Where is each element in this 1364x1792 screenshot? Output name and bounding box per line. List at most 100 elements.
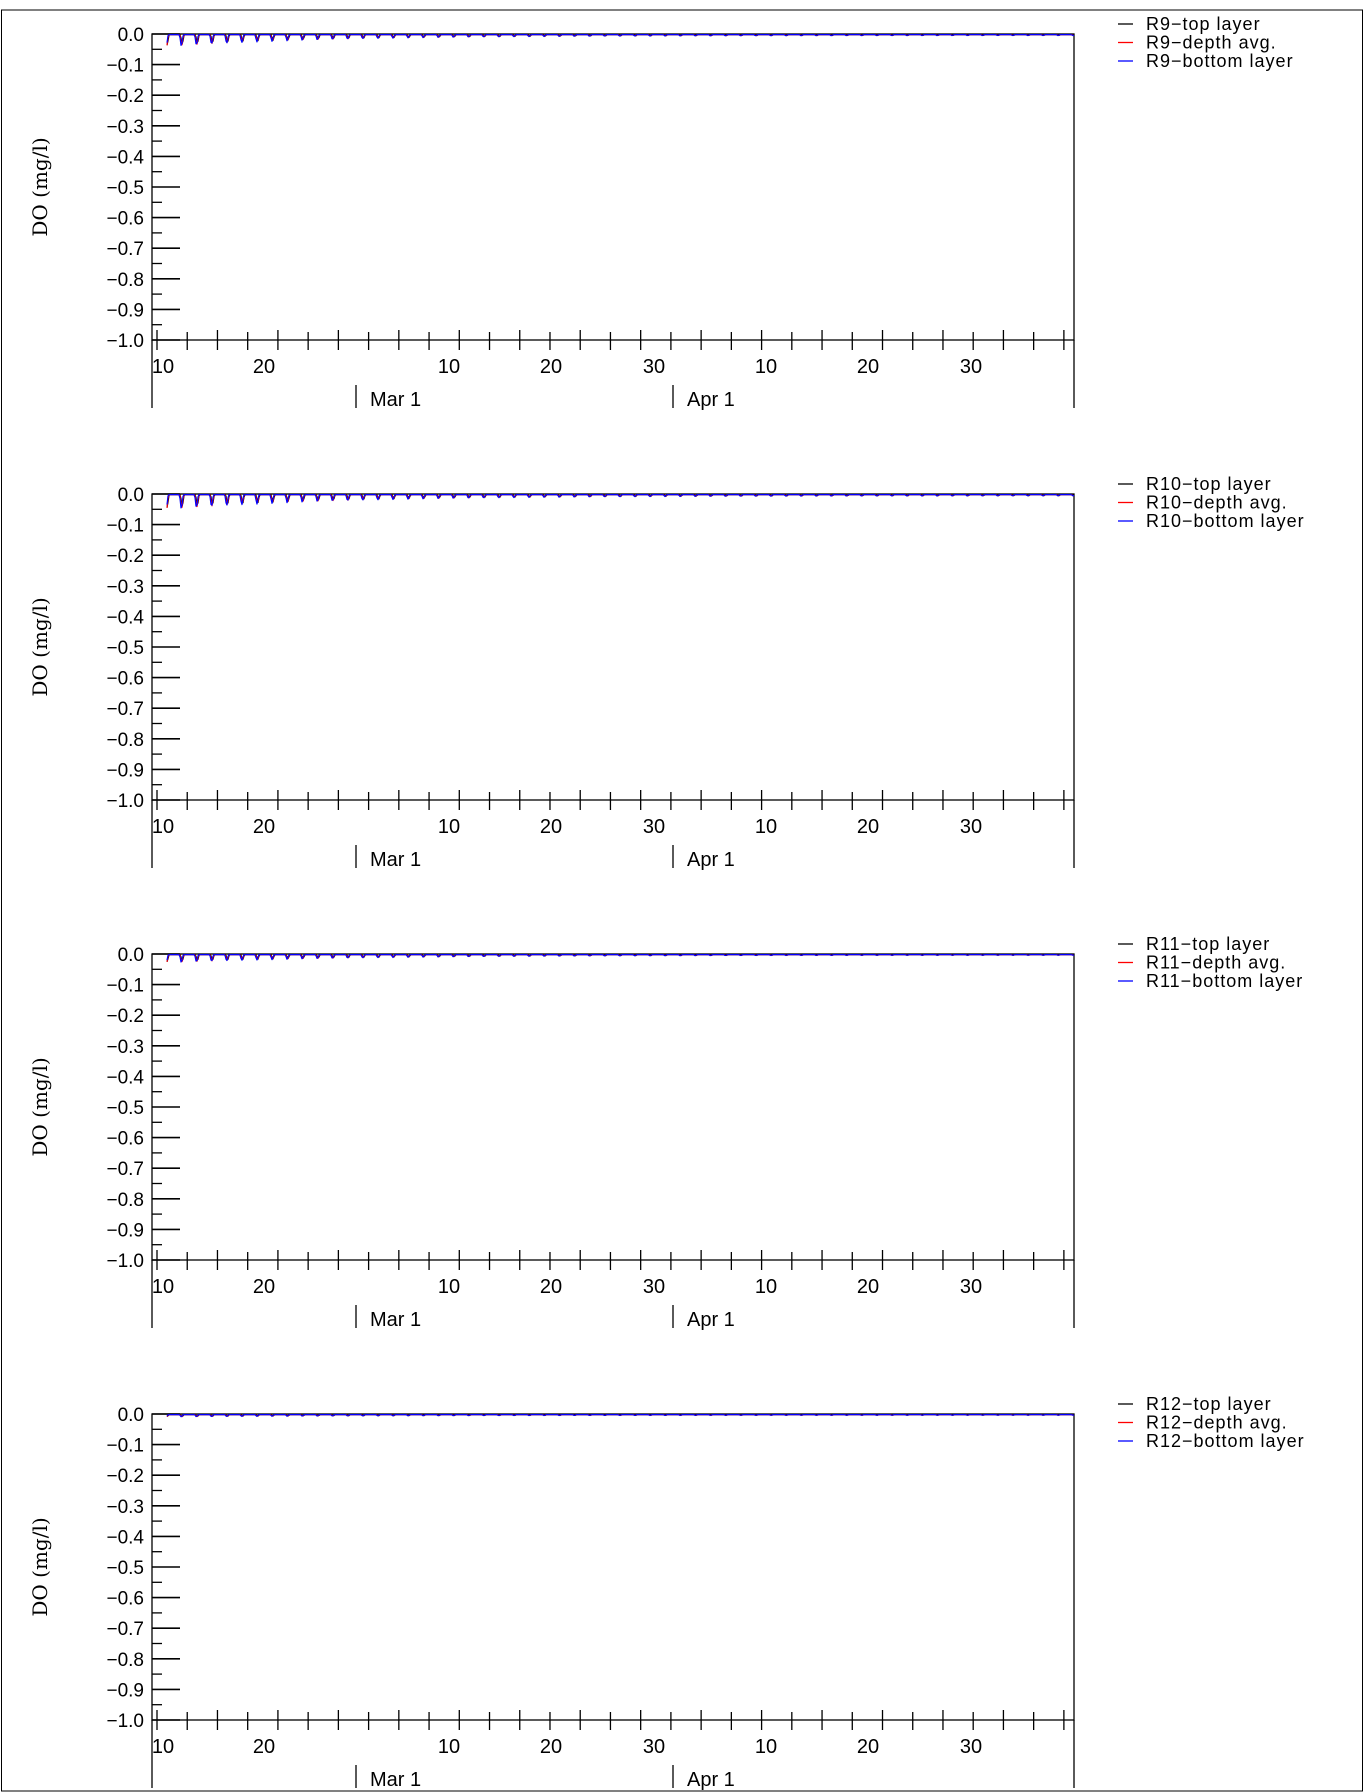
y-tick-label: 0.0	[118, 485, 144, 506]
figure-frame	[1, 9, 1363, 1792]
x-tick-label: 10	[755, 816, 777, 838]
chart-panel: 0.0 −0.1 −0.2 −0.3 −0.4 −0.5 −0.6 −0.7 −0.8 −0.9 −…	[28, 934, 1302, 1331]
y-tick-label: −0.2	[106, 1006, 144, 1027]
x-tick-label: 10	[438, 1276, 460, 1298]
x-tick-label: 10	[755, 1276, 777, 1298]
chart-panel: 0.0 −0.1 −0.2 −0.3 −0.4 −0.5 −0.6 −0.7 −0.8 −0.9 −…	[28, 474, 1305, 871]
x-tick-label: 30	[643, 1736, 665, 1758]
y-axis-label: DO (mg/l)	[28, 597, 52, 696]
chart-panel: 0.0 −0.1 −0.2 −0.3 −0.4 −0.5 −0.6 −0.7 −0.8 −0.9 −…	[28, 14, 1294, 411]
y-tick-label: −0.1	[106, 56, 144, 77]
y-tick-label: −0.2	[106, 546, 144, 567]
legend-label: R9−top layer	[1146, 14, 1261, 34]
y-tick-label: −0.9	[106, 760, 144, 781]
y-tick-label: −0.9	[106, 1680, 144, 1701]
y-tick-label: −0.6	[106, 209, 144, 230]
y-tick-label: −0.1	[106, 516, 144, 537]
y-tick-label: −0.3	[106, 1037, 144, 1058]
y-tick-label: −0.5	[106, 1098, 144, 1119]
y-tick-label: −0.7	[106, 1619, 144, 1640]
x-tick-label: 10	[152, 816, 174, 838]
x-tick-label: 10	[438, 816, 460, 838]
x-tick-label: 10	[438, 356, 460, 378]
month-label: Apr 1	[687, 1769, 735, 1791]
y-axis-label: DO (mg/l)	[28, 1517, 52, 1616]
y-tick-label: 0.0	[118, 25, 144, 46]
x-tick-label: 20	[253, 356, 275, 378]
x-tick-label: 10	[152, 1276, 174, 1298]
plot-area	[151, 953, 1075, 1261]
y-tick-label: −0.9	[106, 1220, 144, 1241]
y-tick-label: −0.3	[106, 117, 144, 138]
series-line	[166, 34, 1075, 46]
y-tick-label: −0.6	[106, 669, 144, 690]
y-tick-label: −1.0	[106, 1251, 144, 1272]
y-tick-label: −0.1	[106, 976, 144, 997]
y-tick-label: −0.7	[106, 1159, 144, 1180]
y-tick-label: −0.7	[106, 239, 144, 260]
legend-label: R10−bottom layer	[1146, 511, 1305, 531]
legend-label: R11−top layer	[1146, 934, 1270, 954]
month-label: Mar 1	[370, 389, 421, 411]
y-tick-label: −0.4	[106, 1067, 144, 1088]
y-tick-label: −1.0	[106, 791, 144, 812]
legend-label: R12−top layer	[1146, 1394, 1272, 1414]
y-tick-label: −0.3	[106, 1497, 144, 1518]
y-tick-label: −0.8	[106, 270, 144, 291]
y-tick-label: −0.2	[106, 1466, 144, 1487]
plot-area	[151, 493, 1075, 801]
month-label: Mar 1	[370, 1769, 421, 1791]
legend-label: R9−depth avg.	[1146, 33, 1277, 53]
y-tick-label: −0.7	[106, 699, 144, 720]
y-tick-label: −0.9	[106, 300, 144, 321]
y-tick-label: −0.3	[106, 577, 144, 598]
y-axis-label: DO (mg/l)	[28, 1057, 52, 1156]
series-line	[166, 1414, 1075, 1418]
month-label: Apr 1	[687, 389, 735, 411]
x-tick-label: 30	[643, 356, 665, 378]
x-tick-label: 20	[857, 356, 879, 378]
y-tick-label: −0.8	[106, 730, 144, 751]
x-tick-label: 30	[643, 1276, 665, 1298]
legend-label: R9−bottom layer	[1146, 51, 1294, 71]
y-axis-label: DO (mg/l)	[28, 137, 52, 236]
x-tick-label: 20	[540, 1276, 562, 1298]
x-tick-label: 20	[540, 356, 562, 378]
y-tick-label: −0.8	[106, 1650, 144, 1671]
legend-label: R11−depth avg.	[1146, 953, 1286, 973]
x-tick-label: 20	[857, 1736, 879, 1758]
legend-label: R10−top layer	[1146, 474, 1272, 494]
x-tick-label: 20	[857, 1276, 879, 1298]
x-tick-label: 10	[152, 1736, 174, 1758]
legend-label: R12−bottom layer	[1146, 1431, 1305, 1451]
x-tick-label: 10	[438, 1736, 460, 1758]
y-tick-label: −0.6	[106, 1589, 144, 1610]
series-line	[166, 494, 1075, 509]
y-tick-label: 0.0	[118, 945, 144, 966]
chart-panel: 0.0 −0.1 −0.2 −0.3 −0.4 −0.5 −0.6 −0.7 −0.8 −0.9 −…	[28, 1394, 1305, 1791]
y-tick-label: −0.8	[106, 1190, 144, 1211]
plot-area	[151, 1413, 1075, 1721]
y-tick-label: −0.4	[106, 147, 144, 168]
x-tick-label: 30	[960, 1736, 982, 1758]
y-tick-label: −0.5	[106, 1558, 144, 1579]
x-tick-label: 20	[253, 1276, 275, 1298]
x-tick-label: 10	[755, 356, 777, 378]
y-tick-label: −0.6	[106, 1129, 144, 1150]
x-tick-label: 20	[540, 816, 562, 838]
x-tick-label: 30	[960, 816, 982, 838]
x-tick-label: 20	[253, 1736, 275, 1758]
month-label: Apr 1	[687, 849, 735, 871]
y-tick-label: −0.5	[106, 638, 144, 659]
x-tick-label: 30	[643, 816, 665, 838]
series-line	[166, 954, 1075, 963]
legend-label: R10−depth avg.	[1146, 493, 1288, 513]
plot-area	[151, 33, 1075, 341]
x-tick-label: 10	[755, 1736, 777, 1758]
x-tick-label: 20	[253, 816, 275, 838]
x-tick-label: 20	[857, 816, 879, 838]
legend-label: R12−depth avg.	[1146, 1413, 1288, 1433]
month-label: Mar 1	[370, 849, 421, 871]
y-tick-label: −1.0	[106, 1711, 144, 1732]
